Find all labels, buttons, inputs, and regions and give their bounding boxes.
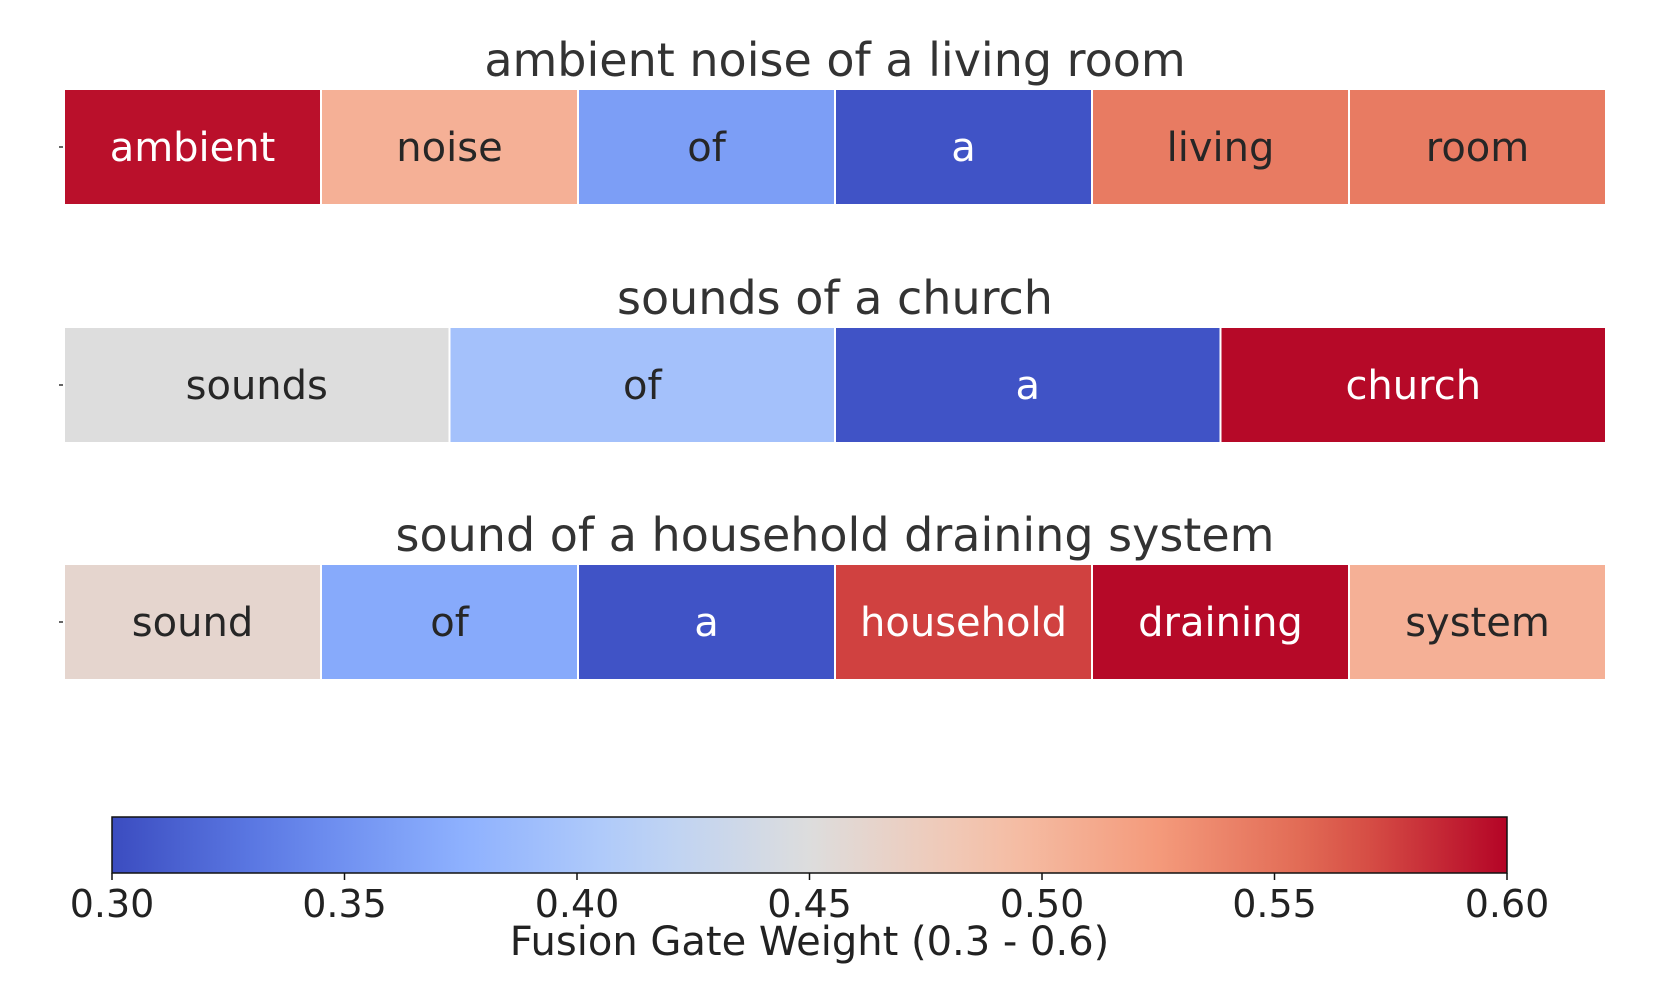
heatmap-row: sound of a household draining system soun… <box>59 508 1607 681</box>
heatmap-cell <box>577 88 836 206</box>
cell-token-label: system <box>1405 600 1550 646</box>
colorbar-tick-label: 0.50 <box>1000 882 1085 926</box>
colorbar-gradient <box>111 816 1508 874</box>
heatmap-cell <box>834 563 1093 681</box>
cell-token-label: a <box>951 125 976 171</box>
cell-token-label: ambient <box>110 125 276 171</box>
colorbar-tick-label: 0.35 <box>302 882 387 926</box>
heatmap-cell <box>577 563 836 681</box>
row-title: sound of a household draining system <box>396 508 1275 562</box>
row-title: sounds of a church <box>617 271 1053 325</box>
colorbar-ticks: 0.30 0.35 0.40 0.45 0.50 0.55 0.60 <box>70 873 1550 926</box>
colorbar-label: Fusion Gate Weight (0.3 - 0.6) <box>510 919 1110 965</box>
heatmap-cell <box>1348 88 1607 206</box>
heatmap-row: ambient noise of a living room ambient noi… <box>59 33 1607 206</box>
colorbar-tick-label: 0.55 <box>1232 882 1317 926</box>
cell-token-label: of <box>430 600 469 646</box>
colorbar-tick-label: 0.40 <box>535 882 620 926</box>
heatmap-cell <box>834 326 1222 444</box>
heatmap-cell <box>448 326 836 444</box>
heatmap-cell <box>320 88 579 206</box>
cell-token-label: sounds <box>186 363 328 409</box>
heatmap-cell <box>1219 326 1607 444</box>
cell-token-label: church <box>1345 363 1481 409</box>
cell-token-label: a <box>694 600 719 646</box>
heatmap-cell <box>1348 563 1607 681</box>
cell-token-label: sound <box>132 600 253 646</box>
cell-token-label: noise <box>396 125 502 171</box>
cell-token-label: living <box>1167 125 1275 171</box>
cell-token-label: draining <box>1138 600 1303 646</box>
cell-token-label: of <box>687 125 726 171</box>
row-title: ambient noise of a living room <box>484 33 1185 87</box>
heatmap-cell <box>63 563 322 681</box>
cell-token-label: room <box>1426 125 1529 171</box>
colorbar-tick-label: 0.45 <box>767 882 852 926</box>
cell-token-label: of <box>623 363 662 409</box>
cell-token-label: household <box>860 600 1067 646</box>
heatmap-cell <box>1091 563 1350 681</box>
heatmap-cell <box>320 563 579 681</box>
heatmap-cell <box>63 88 322 206</box>
cell-token-label: a <box>1015 363 1040 409</box>
colorbar-tick-label: 0.60 <box>1465 882 1550 926</box>
heatmap-cell <box>63 326 451 444</box>
heatmap-row: sounds of a church sounds of a church <box>59 271 1607 444</box>
heatmap-rows: ambient noise of a living room ambient noi… <box>59 33 1607 681</box>
colorbar-tick-label: 0.30 <box>70 882 155 926</box>
colorbar: 0.30 0.35 0.40 0.45 0.50 0.55 0.60 Fusion Gate… <box>70 816 1550 965</box>
